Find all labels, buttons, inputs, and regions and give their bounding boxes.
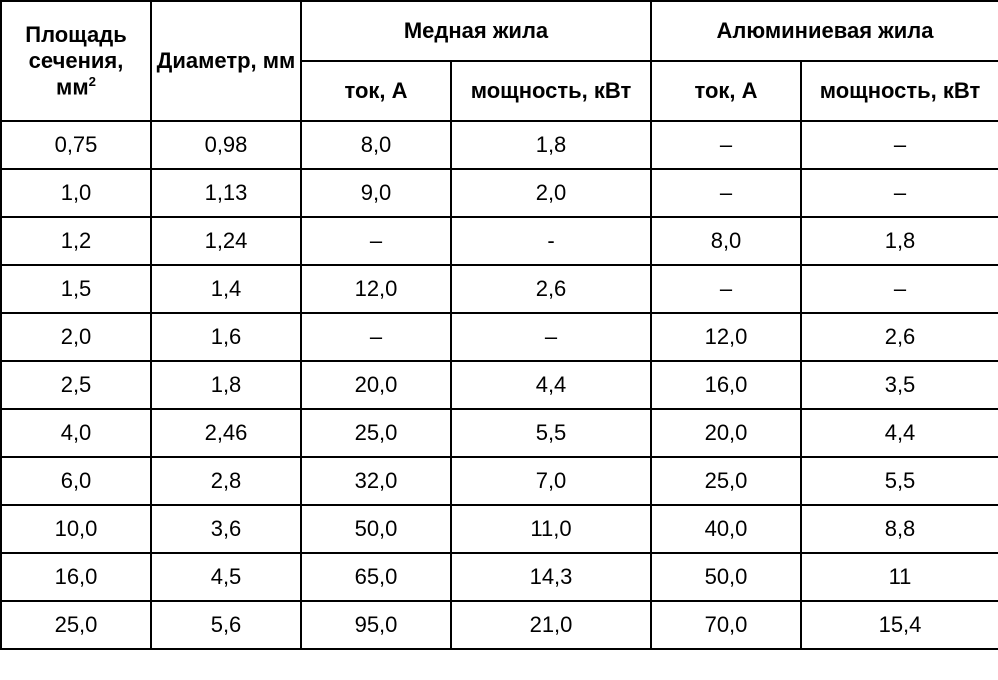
cell-cu-power: 7,0 bbox=[451, 457, 651, 505]
table-row: 16,04,565,014,350,011 bbox=[1, 553, 998, 601]
cell-area: 2,5 bbox=[1, 361, 151, 409]
cell-al-power: 15,4 bbox=[801, 601, 998, 649]
cell-area: 2,0 bbox=[1, 313, 151, 361]
cell-al-power: 1,8 bbox=[801, 217, 998, 265]
cell-al-current: – bbox=[651, 169, 801, 217]
cell-area: 1,0 bbox=[1, 169, 151, 217]
cell-al-current: – bbox=[651, 265, 801, 313]
cell-diameter: 2,8 bbox=[151, 457, 301, 505]
cell-cu-current: – bbox=[301, 313, 451, 361]
cell-diameter: 2,46 bbox=[151, 409, 301, 457]
cell-diameter: 1,24 bbox=[151, 217, 301, 265]
cell-cu-current: 9,0 bbox=[301, 169, 451, 217]
header-al-current: ток, А bbox=[651, 61, 801, 121]
table-row: 4,02,4625,05,520,04,4 bbox=[1, 409, 998, 457]
cell-al-current: 25,0 bbox=[651, 457, 801, 505]
header-area: Площадь сечения, мм2 bbox=[1, 1, 151, 121]
header-area-text: Площадь сечения, мм bbox=[25, 22, 127, 99]
cell-al-current: – bbox=[651, 121, 801, 169]
header-al-power: мощность, кВт bbox=[801, 61, 998, 121]
cell-cu-current: 65,0 bbox=[301, 553, 451, 601]
cell-diameter: 4,5 bbox=[151, 553, 301, 601]
cell-al-current: 40,0 bbox=[651, 505, 801, 553]
cell-al-current: 20,0 bbox=[651, 409, 801, 457]
header-row-1: Площадь сечения, мм2 Диаметр, мм Медная … bbox=[1, 1, 998, 61]
table-row: 1,21,24–-8,01,8 bbox=[1, 217, 998, 265]
cell-area: 10,0 bbox=[1, 505, 151, 553]
header-aluminum-group: Алюминиевая жила bbox=[651, 1, 998, 61]
table-row: 1,51,412,02,6–– bbox=[1, 265, 998, 313]
header-cu-power: мощность, кВт bbox=[451, 61, 651, 121]
cell-al-power: 8,8 bbox=[801, 505, 998, 553]
cell-al-power: – bbox=[801, 265, 998, 313]
table-row: 2,51,820,04,416,03,5 bbox=[1, 361, 998, 409]
cell-diameter: 3,6 bbox=[151, 505, 301, 553]
cell-al-power: 5,5 bbox=[801, 457, 998, 505]
cell-cu-power: 21,0 bbox=[451, 601, 651, 649]
wire-capacity-table: Площадь сечения, мм2 Диаметр, мм Медная … bbox=[0, 0, 998, 650]
cell-al-power: 3,5 bbox=[801, 361, 998, 409]
cell-area: 6,0 bbox=[1, 457, 151, 505]
cell-al-current: 8,0 bbox=[651, 217, 801, 265]
cell-area: 1,2 bbox=[1, 217, 151, 265]
cell-al-power: – bbox=[801, 121, 998, 169]
cell-diameter: 0,98 bbox=[151, 121, 301, 169]
table-row: 2,01,6––12,02,6 bbox=[1, 313, 998, 361]
cell-diameter: 1,6 bbox=[151, 313, 301, 361]
cell-diameter: 1,8 bbox=[151, 361, 301, 409]
table-header: Площадь сечения, мм2 Диаметр, мм Медная … bbox=[1, 1, 998, 121]
cell-cu-power: – bbox=[451, 313, 651, 361]
cell-al-current: 50,0 bbox=[651, 553, 801, 601]
cell-area: 25,0 bbox=[1, 601, 151, 649]
cell-al-current: 16,0 bbox=[651, 361, 801, 409]
cell-diameter: 1,4 bbox=[151, 265, 301, 313]
cell-al-power: – bbox=[801, 169, 998, 217]
cell-cu-current: 95,0 bbox=[301, 601, 451, 649]
cell-area: 0,75 bbox=[1, 121, 151, 169]
header-cu-current: ток, А bbox=[301, 61, 451, 121]
cell-al-current: 70,0 bbox=[651, 601, 801, 649]
cell-cu-current: 32,0 bbox=[301, 457, 451, 505]
table-row: 10,03,650,011,040,08,8 bbox=[1, 505, 998, 553]
cell-cu-current: 12,0 bbox=[301, 265, 451, 313]
cell-al-power: 11 bbox=[801, 553, 998, 601]
cell-al-power: 2,6 bbox=[801, 313, 998, 361]
cell-al-power: 4,4 bbox=[801, 409, 998, 457]
table-row: 0,750,988,01,8–– bbox=[1, 121, 998, 169]
cell-cu-current: 8,0 bbox=[301, 121, 451, 169]
cell-area: 16,0 bbox=[1, 553, 151, 601]
cell-cu-power: 2,0 bbox=[451, 169, 651, 217]
header-diameter: Диаметр, мм bbox=[151, 1, 301, 121]
table-body: 0,750,988,01,8––1,01,139,02,0––1,21,24–-… bbox=[1, 121, 998, 649]
cell-diameter: 1,13 bbox=[151, 169, 301, 217]
cell-cu-power: 5,5 bbox=[451, 409, 651, 457]
table-row: 25,05,695,021,070,015,4 bbox=[1, 601, 998, 649]
cell-cu-current: – bbox=[301, 217, 451, 265]
cell-area: 4,0 bbox=[1, 409, 151, 457]
table-row: 1,01,139,02,0–– bbox=[1, 169, 998, 217]
cell-cu-current: 50,0 bbox=[301, 505, 451, 553]
cell-cu-power: 14,3 bbox=[451, 553, 651, 601]
cell-cu-current: 25,0 bbox=[301, 409, 451, 457]
cell-cu-power: - bbox=[451, 217, 651, 265]
cell-cu-current: 20,0 bbox=[301, 361, 451, 409]
cell-area: 1,5 bbox=[1, 265, 151, 313]
cell-cu-power: 2,6 bbox=[451, 265, 651, 313]
header-area-sup: 2 bbox=[89, 74, 96, 89]
table-row: 6,02,832,07,025,05,5 bbox=[1, 457, 998, 505]
cell-diameter: 5,6 bbox=[151, 601, 301, 649]
cell-al-current: 12,0 bbox=[651, 313, 801, 361]
cell-cu-power: 1,8 bbox=[451, 121, 651, 169]
cell-cu-power: 4,4 bbox=[451, 361, 651, 409]
header-copper-group: Медная жила bbox=[301, 1, 651, 61]
cell-cu-power: 11,0 bbox=[451, 505, 651, 553]
